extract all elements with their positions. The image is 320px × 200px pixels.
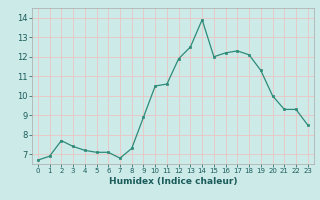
X-axis label: Humidex (Indice chaleur): Humidex (Indice chaleur) (108, 177, 237, 186)
